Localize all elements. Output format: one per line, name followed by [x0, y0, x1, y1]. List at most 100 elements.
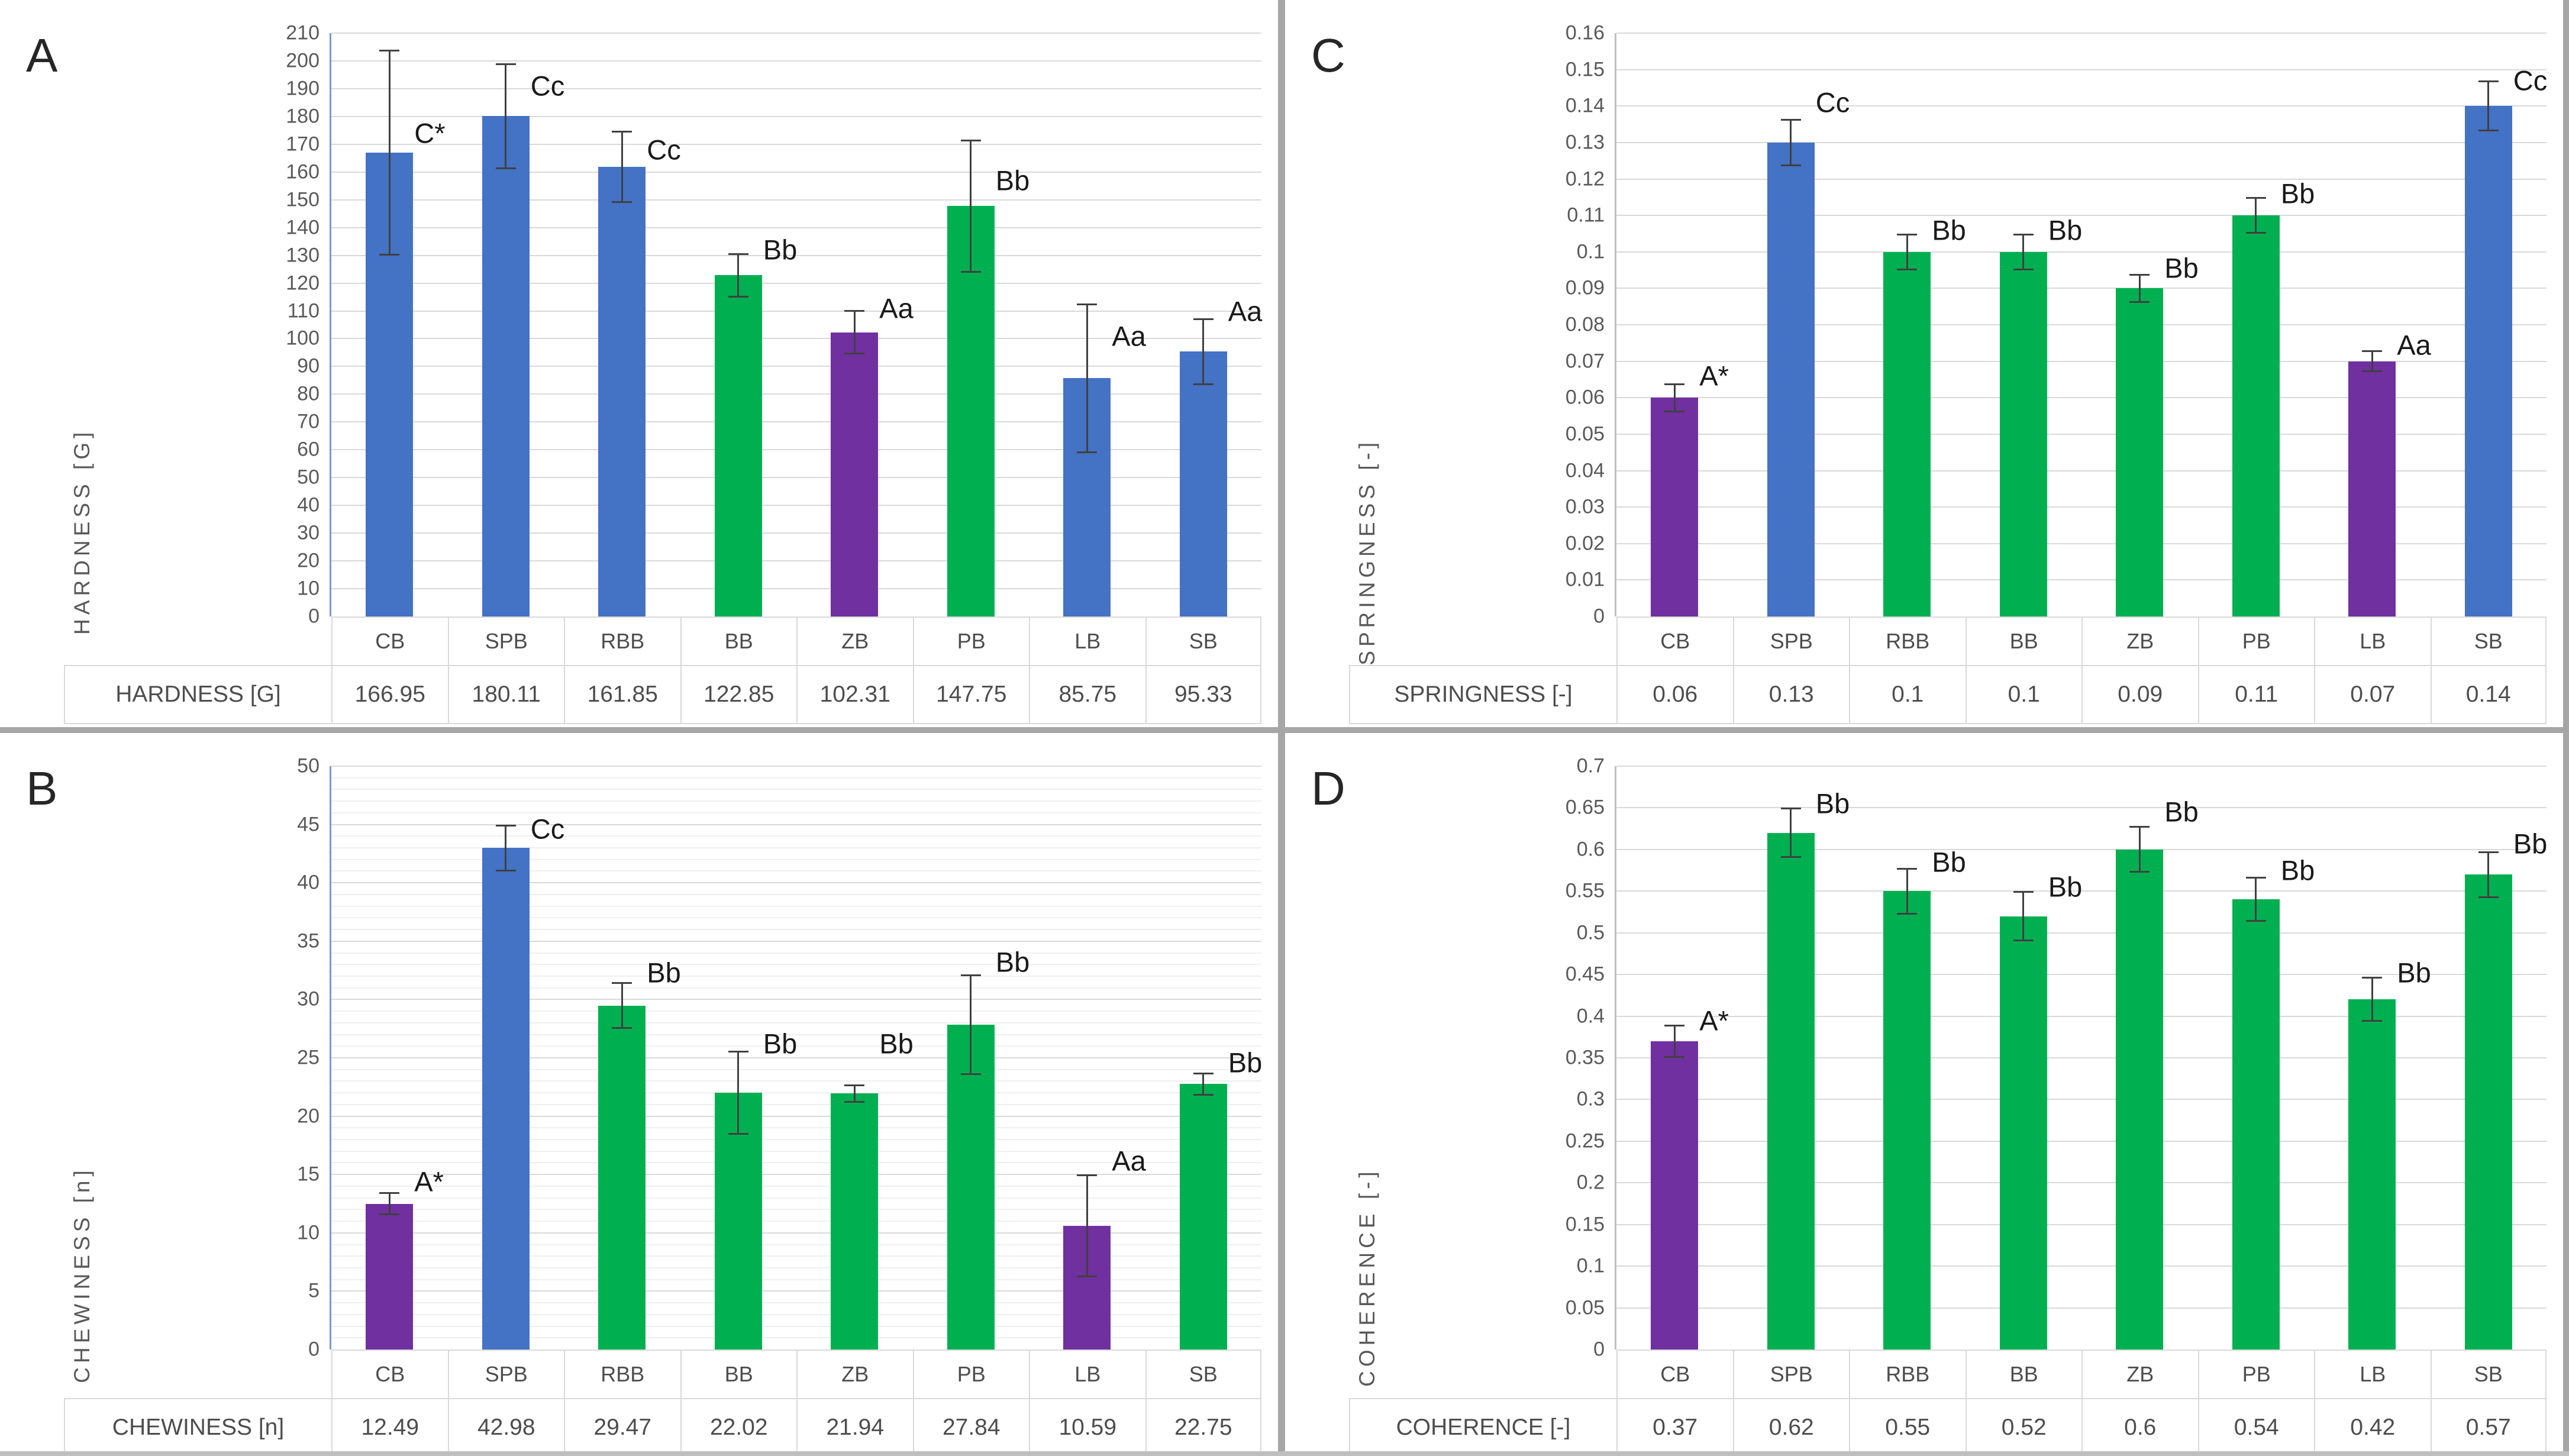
major-gridline — [1616, 807, 2547, 809]
error-bar-cap-bottom — [1780, 855, 1801, 858]
minor-gridline — [331, 929, 1261, 931]
major-gridline — [331, 199, 1261, 201]
y-tick-label: 140 — [286, 216, 319, 239]
y-tick-label: 0.11 — [1567, 204, 1605, 227]
y-tick-label: 30 — [297, 987, 319, 1011]
category-cell: SB — [2430, 618, 2547, 665]
error-bar-cap-top — [960, 974, 981, 977]
panel-letter: D — [1311, 762, 1345, 815]
bar-rbb — [1883, 251, 1931, 616]
minor-gridline — [331, 1255, 1261, 1257]
major-gridline — [1616, 251, 2547, 253]
y-tick-label: 0.06 — [1565, 386, 1605, 409]
y-tick-label: 0.7 — [1576, 754, 1605, 777]
major-gridline — [331, 1174, 1261, 1176]
y-tick-label: 0.04 — [1565, 459, 1605, 482]
major-gridline — [1616, 543, 2547, 544]
error-bar — [1673, 1024, 1676, 1058]
y-axis-title: HARDNESS [G] — [70, 428, 94, 635]
minor-gridline — [331, 905, 1261, 907]
error-bar-cap-bottom — [495, 869, 516, 871]
major-gridline — [1616, 1015, 2547, 1017]
y-tick-label: 25 — [297, 1046, 319, 1069]
category-cell: LB — [2314, 1351, 2431, 1398]
error-bar-cap-top — [960, 139, 981, 141]
bar-cb — [1651, 398, 1699, 616]
major-gridline — [331, 477, 1261, 479]
minor-gridline — [331, 1103, 1261, 1105]
value-cell: 29.47 — [564, 1398, 680, 1456]
bar-annotation: Aa — [1112, 1145, 1146, 1177]
bar-zb — [2116, 288, 2164, 616]
major-gridline — [331, 1232, 1261, 1234]
error-bar — [1906, 233, 1908, 270]
error-bar-cap-top — [612, 982, 632, 984]
error-bar-cap-bottom — [844, 353, 865, 355]
y-tick-label: 0.08 — [1565, 313, 1605, 336]
error-bar-cap-bottom — [2013, 268, 2034, 270]
y-tick-label: 0.45 — [1565, 963, 1605, 986]
value-cell: 180.11 — [447, 665, 564, 724]
category-cell: RBB — [564, 1351, 680, 1398]
bottom-edge-divider — [0, 1451, 2569, 1456]
error-bar-cap-bottom — [1077, 1275, 1098, 1277]
value-cell: 0.52 — [1965, 1398, 2081, 1456]
major-gridline — [331, 282, 1261, 284]
bar-sb — [2464, 874, 2512, 1350]
y-tick-label: 0.65 — [1565, 796, 1605, 819]
major-gridline — [331, 532, 1261, 534]
value-cell: 0.07 — [2314, 665, 2431, 724]
y-tick-label: 160 — [286, 160, 319, 183]
minor-gridline — [331, 1127, 1261, 1129]
minor-gridline — [331, 789, 1261, 790]
value-cell: 0.57 — [2430, 1398, 2547, 1456]
category-cell: PB — [912, 618, 1029, 665]
bar-annotation: Bb — [2048, 871, 2083, 903]
major-gridline — [1616, 288, 2547, 289]
minor-gridline — [331, 835, 1261, 837]
major-gridline — [331, 421, 1261, 423]
category-cell: BB — [1965, 1351, 2082, 1398]
bar-bb — [714, 275, 762, 616]
category-row: CB SPB RBB BB ZB PB LB SB — [331, 616, 1261, 665]
major-gridline — [331, 882, 1261, 884]
category-cell: LB — [1029, 1351, 1145, 1398]
category-cell: SPB — [447, 1351, 564, 1398]
major-gridline — [331, 310, 1261, 312]
error-bar-cap-bottom — [2478, 130, 2499, 132]
major-gridline — [331, 1115, 1261, 1117]
bar-spb — [1767, 832, 1815, 1350]
y-tick-label: 0.2 — [1576, 1171, 1605, 1194]
category-cell: SB — [1145, 1351, 1261, 1398]
y-tick-label: 100 — [286, 327, 319, 350]
bar-pb — [947, 1024, 995, 1350]
error-bar-cap-top — [1077, 303, 1098, 305]
bar-annotation: Bb — [763, 1028, 798, 1060]
error-bar — [2371, 977, 2373, 1022]
category-cell: SPB — [1732, 618, 1850, 665]
error-bar — [2022, 891, 2025, 941]
y-tick-label: 0.03 — [1565, 495, 1605, 518]
major-gridline — [331, 449, 1261, 451]
value-row: HARDNESS [G] 166.95 180.11 161.85 122.85 102.… — [64, 665, 1261, 724]
major-gridline — [1616, 397, 2547, 399]
y-tick-label: 130 — [286, 244, 319, 267]
y-tick-label: 70 — [297, 410, 319, 433]
y-tick-label: 0.1 — [1576, 1254, 1605, 1277]
bar-bb — [714, 1092, 762, 1350]
row-header-cell: COHERENCE [-] — [1349, 1398, 1616, 1456]
error-bar-cap-top — [2362, 350, 2383, 353]
panel-chewiness: B CHEWINESS [n] 0 5 10 15 20 25 30 35 40 45 50 A* Cc Bb… — [0, 733, 1278, 1456]
error-bar-cap-top — [2013, 233, 2034, 235]
major-gridline — [1616, 1265, 2547, 1267]
error-bar-cap-top — [1193, 318, 1214, 321]
category-cell: RBB — [1849, 618, 1966, 665]
major-gridline — [1616, 848, 2547, 850]
bar-annotation: Aa — [1228, 295, 1263, 327]
bar-annotation: Bb — [2048, 214, 2083, 246]
y-tick-label: 0.15 — [1565, 1213, 1605, 1236]
error-bar — [2022, 233, 2025, 270]
y-tick-label: 110 — [287, 299, 319, 322]
y-tick-label: 0 — [308, 605, 319, 628]
